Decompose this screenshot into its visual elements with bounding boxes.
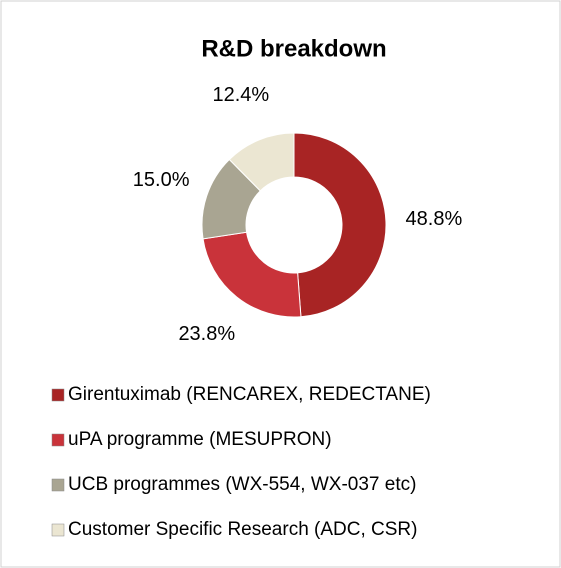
chart-title: R&D breakdown <box>201 35 386 62</box>
legend-swatch <box>51 388 65 402</box>
legend-label: UCB programmes (WX-554, WX-037 etc) <box>68 474 416 495</box>
legend-swatch <box>51 523 65 537</box>
data-label: 48.8% <box>406 208 463 230</box>
legend-swatch <box>51 433 65 447</box>
legend-label: Girentuximab (RENCAREX, REDECTANE) <box>68 384 431 405</box>
donut-slice <box>202 231 302 318</box>
donut-slice <box>228 132 295 192</box>
legend-swatch <box>51 478 65 492</box>
data-label: 23.8% <box>178 323 235 345</box>
legend-label: Customer Specific Research (ADC, CSR) <box>68 519 417 540</box>
donut-slice <box>293 132 387 318</box>
data-label: 15.0% <box>133 169 190 191</box>
legend-label: uPA programme (MESUPRON) <box>68 429 332 450</box>
data-label: 12.4% <box>212 84 269 106</box>
